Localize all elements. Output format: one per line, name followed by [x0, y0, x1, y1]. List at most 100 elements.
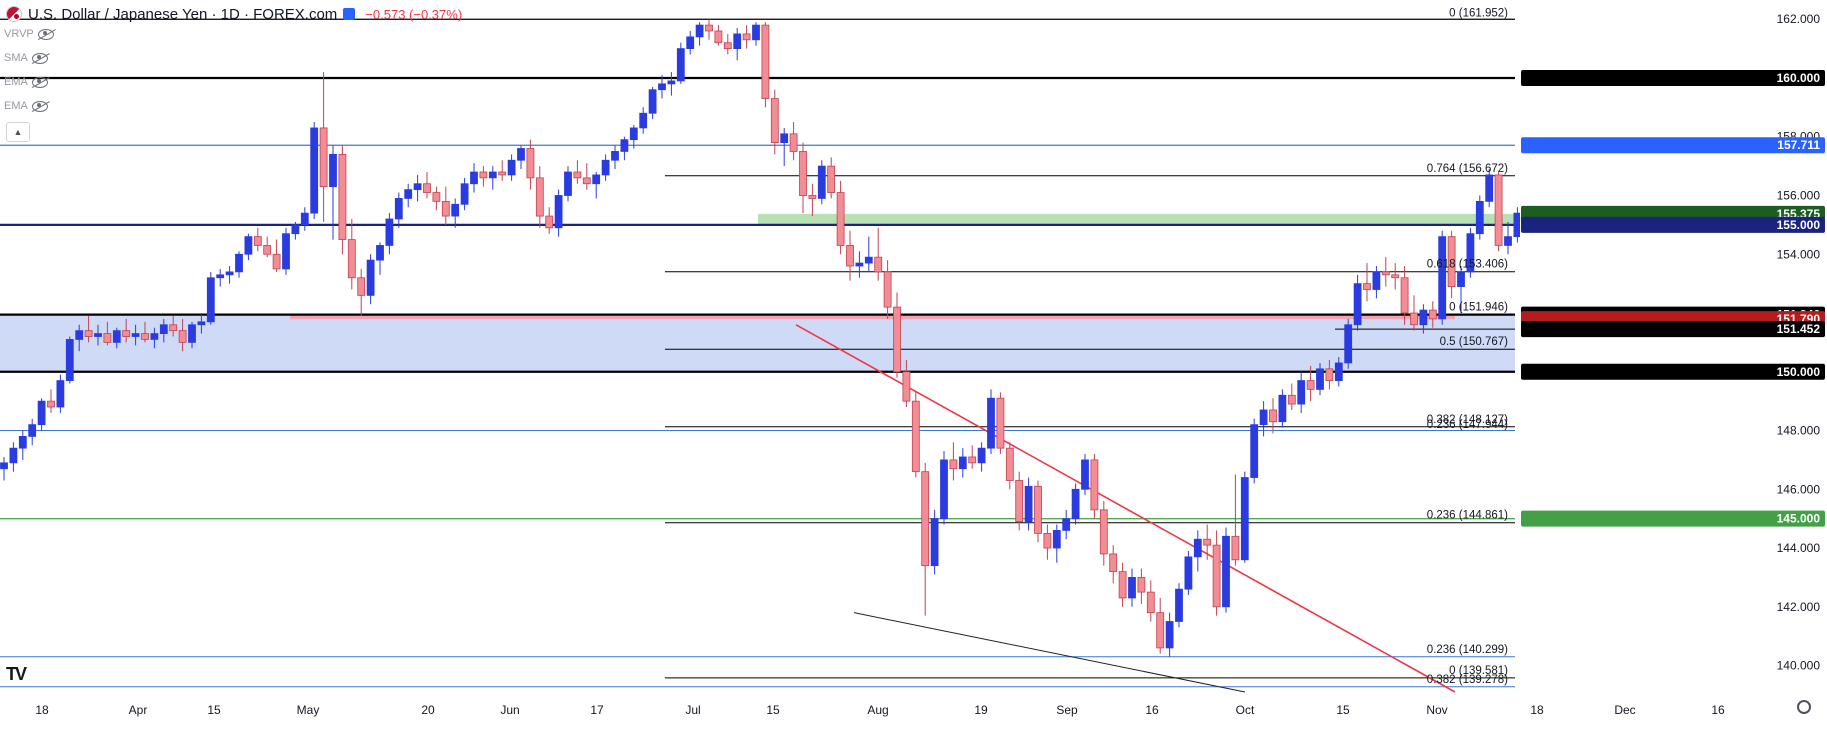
candle-body: [921, 471, 930, 567]
candle-body: [601, 159, 610, 176]
indicator-ema-1[interactable]: EMA: [4, 76, 48, 88]
candle-body: [582, 177, 591, 185]
y-tick-label: 142.000: [1777, 600, 1821, 614]
candle-body: [517, 148, 525, 161]
candle-body: [1475, 200, 1484, 235]
candle: [197, 313, 206, 334]
candle: [799, 142, 807, 214]
candle: [1485, 169, 1494, 208]
candle: [122, 318, 131, 343]
candle: [686, 30, 695, 55]
candle-body: [799, 151, 807, 196]
eye-hidden-icon[interactable]: [31, 100, 48, 112]
candle-body: [1297, 380, 1306, 405]
candle: [498, 160, 507, 181]
candle: [84, 315, 93, 343]
candle-body: [244, 236, 253, 255]
candle: [723, 33, 732, 55]
settings-gear-icon[interactable]: [1797, 700, 1811, 714]
symbol-title[interactable]: U.S. Dollar / Japanese Yen · 1D · FOREX.…: [28, 5, 338, 23]
candle-body: [1015, 480, 1024, 523]
candle-body: [545, 215, 554, 229]
candle: [817, 160, 826, 205]
candle-body: [385, 218, 394, 246]
indicator-sma[interactable]: SMA: [4, 52, 48, 64]
eye-hidden-icon[interactable]: [37, 28, 54, 40]
fib-label: 0.382 (148.127): [1427, 414, 1508, 426]
candle: [1005, 442, 1014, 490]
candle-body: [667, 80, 676, 85]
candle: [159, 318, 168, 343]
price-label: 151.452: [1521, 321, 1825, 338]
indicator-vrvp[interactable]: VRVP: [4, 28, 54, 40]
candle: [893, 292, 901, 378]
candle-body: [1353, 283, 1362, 326]
candle: [488, 166, 497, 190]
candle-body: [714, 30, 723, 44]
x-tick-label: Sep: [1056, 703, 1078, 717]
candle: [921, 462, 930, 616]
price-label-text: 157.711: [1777, 138, 1820, 152]
candle-body: [996, 397, 1005, 449]
eye-hidden-icon[interactable]: [31, 76, 48, 88]
tradingview-logo[interactable]: TV: [6, 664, 27, 684]
candle: [1052, 524, 1061, 563]
candle: [620, 136, 629, 161]
zone-pink: [290, 314, 1455, 320]
trendlines-layer: [795, 324, 1456, 693]
candle-body: [291, 224, 300, 235]
candle: [479, 166, 488, 187]
price-label-bg: [1521, 321, 1825, 338]
y-tick-label: 154.000: [1777, 247, 1821, 261]
candle: [1353, 274, 1362, 331]
candle-body: [1203, 538, 1212, 546]
candle: [554, 189, 563, 237]
candle-body: [1316, 368, 1324, 390]
candle-body: [94, 333, 102, 337]
candle: [37, 398, 46, 431]
candle-body: [1024, 485, 1033, 523]
candle-body: [620, 139, 629, 152]
candle-body: [535, 177, 544, 217]
candle-body: [56, 380, 65, 408]
candle-body: [526, 148, 535, 179]
eye-hidden-icon[interactable]: [31, 52, 48, 64]
candle: [131, 324, 140, 346]
symbol-header[interactable]: U.S. Dollar / Japanese Yen · 1D · FOREX.…: [6, 4, 462, 24]
candle-body: [1222, 535, 1230, 608]
candle: [1081, 454, 1089, 496]
x-tick-label: 19: [974, 703, 988, 717]
price-label-bg: [1521, 363, 1825, 380]
candle: [1391, 263, 1400, 290]
candle: [103, 321, 112, 346]
x-tick-label: 18: [35, 703, 49, 717]
candle: [780, 127, 789, 167]
candle-body: [817, 165, 826, 199]
candle: [319, 72, 328, 222]
candle-body: [1513, 212, 1522, 238]
x-tick-label: Jul: [685, 703, 700, 717]
time-axis[interactable]: 18 Apr 15 May 20 Jun 17 Jul 15 Aug 19 Sep 16 Oct 15 Nov…: [0, 700, 1725, 724]
candle: [282, 227, 290, 275]
price-axis[interactable]: 140.000 142.000 144.000 146.000 148.000 150.0…: [1520, 0, 1827, 724]
candle-body: [0, 462, 8, 470]
indicator-ema-2[interactable]: EMA: [4, 100, 48, 112]
candle-body: [1175, 588, 1183, 622]
candle: [1109, 545, 1118, 584]
x-tick-label: Aug: [867, 703, 888, 717]
candle-body: [705, 24, 713, 32]
candle-body: [1212, 544, 1221, 608]
candle: [1269, 398, 1277, 434]
candle-body: [1410, 312, 1418, 326]
candle-body: [112, 330, 121, 343]
candle: [451, 198, 460, 228]
candle-body: [808, 195, 817, 199]
candle: [1457, 266, 1465, 314]
candle: [996, 392, 1005, 455]
candle: [47, 389, 55, 413]
collapse-indicators-button[interactable]: ▲: [6, 122, 30, 142]
candle-body: [1128, 577, 1136, 599]
candle: [1513, 207, 1522, 243]
